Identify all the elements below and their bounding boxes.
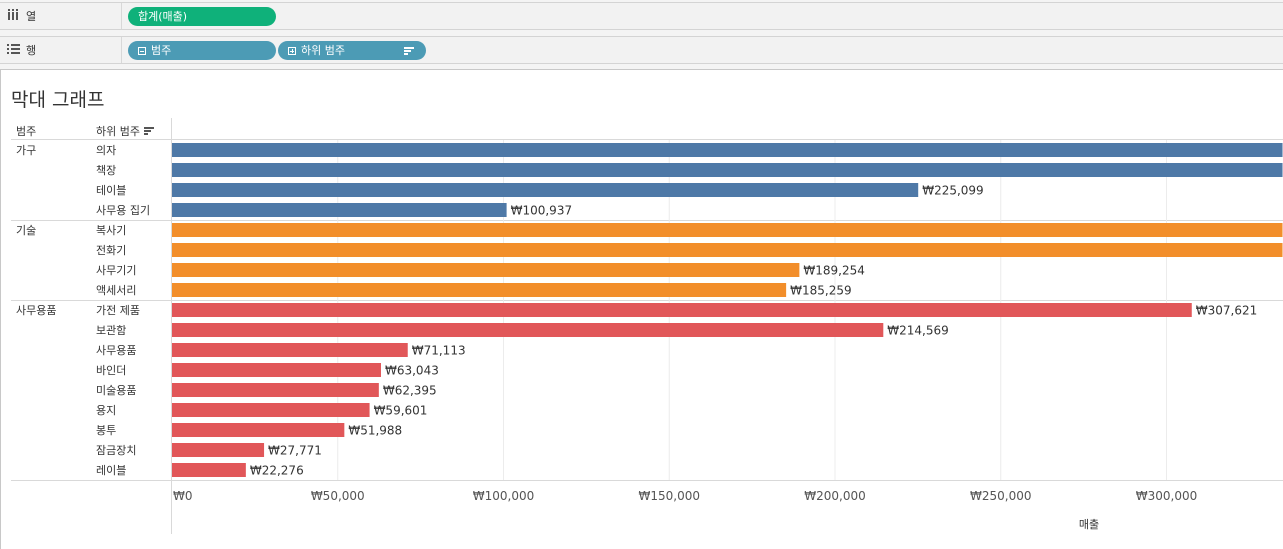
bar-value-label: ₩71,113 [412,344,466,358]
columns-icon [7,9,21,23]
header-subcategory[interactable]: 하위 범주 [96,123,154,139]
bar[interactable] [172,343,408,357]
columns-shelf-label: 열 [26,10,37,23]
header-separator [11,139,1283,140]
subcategory-label[interactable]: 전화기 [96,244,127,257]
bar[interactable] [172,383,379,397]
bar[interactable] [172,163,1283,177]
shelf-divider [121,3,122,29]
shelf-divider [121,37,122,63]
sort-icon[interactable] [143,127,154,135]
bar-value-label: ₩189,254 [803,264,865,278]
category-label[interactable]: 사무용품 [16,304,57,317]
collapse-icon[interactable] [138,47,146,55]
group-separator [11,300,1283,301]
subcategory-label[interactable]: 사무용 집기 [96,204,151,217]
subcategory-label[interactable]: 책장 [96,164,117,177]
bar-value-label: ₩62,395 [383,384,437,398]
subcategory-label[interactable]: 봉투 [96,424,117,437]
subcategory-label[interactable]: 의자 [96,144,117,157]
bar[interactable] [172,303,1192,317]
header-category: 범주 [16,125,37,138]
bar[interactable] [172,183,919,197]
category-label[interactable]: 가구 [16,144,37,157]
subcategory-label[interactable]: 사무용품 [96,344,137,357]
x-tick-label: ₩300,000 [1136,489,1198,503]
columns-shelf: 열 합계(매출) [0,2,1283,30]
bar[interactable] [172,423,345,437]
bar-value-label: ₩27,771 [268,444,322,458]
axis-line [171,118,172,534]
bar-chart: ₩225,099 ₩100,937 ₩189,254 ₩185,259 ₩307,621… [172,140,1283,531]
subcategory-label[interactable]: 미술용품 [96,384,137,397]
bar[interactable] [172,143,1283,157]
pill-label: 합계(매출) [138,10,188,23]
bar-value-label: ₩225,099 [922,184,984,198]
x-tick-label: ₩0 [173,489,193,503]
expand-icon[interactable] [288,47,296,55]
bar[interactable] [172,443,265,457]
header-subcategory-label: 하위 범주 [96,125,140,138]
pill-label: 범주 [151,44,172,57]
sort-descending-icon[interactable] [404,47,414,55]
bar[interactable] [172,283,787,297]
bar[interactable] [172,463,246,477]
bar[interactable] [172,323,884,337]
group-separator [11,480,1283,481]
subcategory-label[interactable]: 가전 제품 [96,304,140,317]
x-tick-label: ₩100,000 [473,489,535,503]
rows-shelf: 행 범주 하위 범주 [0,36,1283,64]
bar-value-label: ₩63,043 [385,364,439,378]
bar-value-label: ₩59,601 [374,404,428,418]
measure-pill-sum-sales[interactable]: 합계(매출) [128,7,276,26]
bar[interactable] [172,223,1283,237]
subcategory-label[interactable]: 액세서리 [96,284,137,297]
bar[interactable] [172,243,1283,257]
bar-value-label: ₩100,937 [511,204,573,218]
bar-value-label: ₩185,259 [790,284,852,298]
bar-value-label: ₩22,276 [250,464,304,478]
bar-value-label: ₩307,621 [1196,304,1258,318]
subcategory-label[interactable]: 레이블 [96,464,127,477]
subcategory-label[interactable]: 잠금장치 [96,444,137,457]
bar[interactable] [172,363,381,377]
rows-shelf-label: 행 [26,44,37,57]
x-tick-label: ₩200,000 [804,489,866,503]
bar-value-label: ₩51,988 [348,424,402,438]
subcategory-label[interactable]: 용지 [96,404,117,417]
bar[interactable] [172,403,370,417]
x-axis-title: 매출 [1079,518,1099,531]
x-tick-label: ₩150,000 [639,489,701,503]
bar-value-label: ₩214,569 [887,324,949,338]
x-tick-label: ₩50,000 [311,489,365,503]
dimension-pill-category[interactable]: 범주 [128,41,276,60]
subcategory-label[interactable]: 바인더 [96,364,127,377]
subcategory-label[interactable]: 보관함 [96,324,127,337]
rows-icon [7,43,21,57]
sheet-title: 막대 그래프 [11,89,105,111]
subcategory-label[interactable]: 테이블 [96,184,127,197]
subcategory-label[interactable]: 사무기기 [96,264,137,277]
x-tick-label: ₩250,000 [970,489,1032,503]
bar[interactable] [172,203,507,217]
group-separator [11,220,1283,221]
dimension-pill-subcategory[interactable]: 하위 범주 [278,41,426,60]
subcategory-label[interactable]: 복사기 [96,224,127,237]
category-label[interactable]: 기술 [16,224,37,237]
pill-label: 하위 범주 [301,44,345,57]
bar[interactable] [172,263,800,277]
